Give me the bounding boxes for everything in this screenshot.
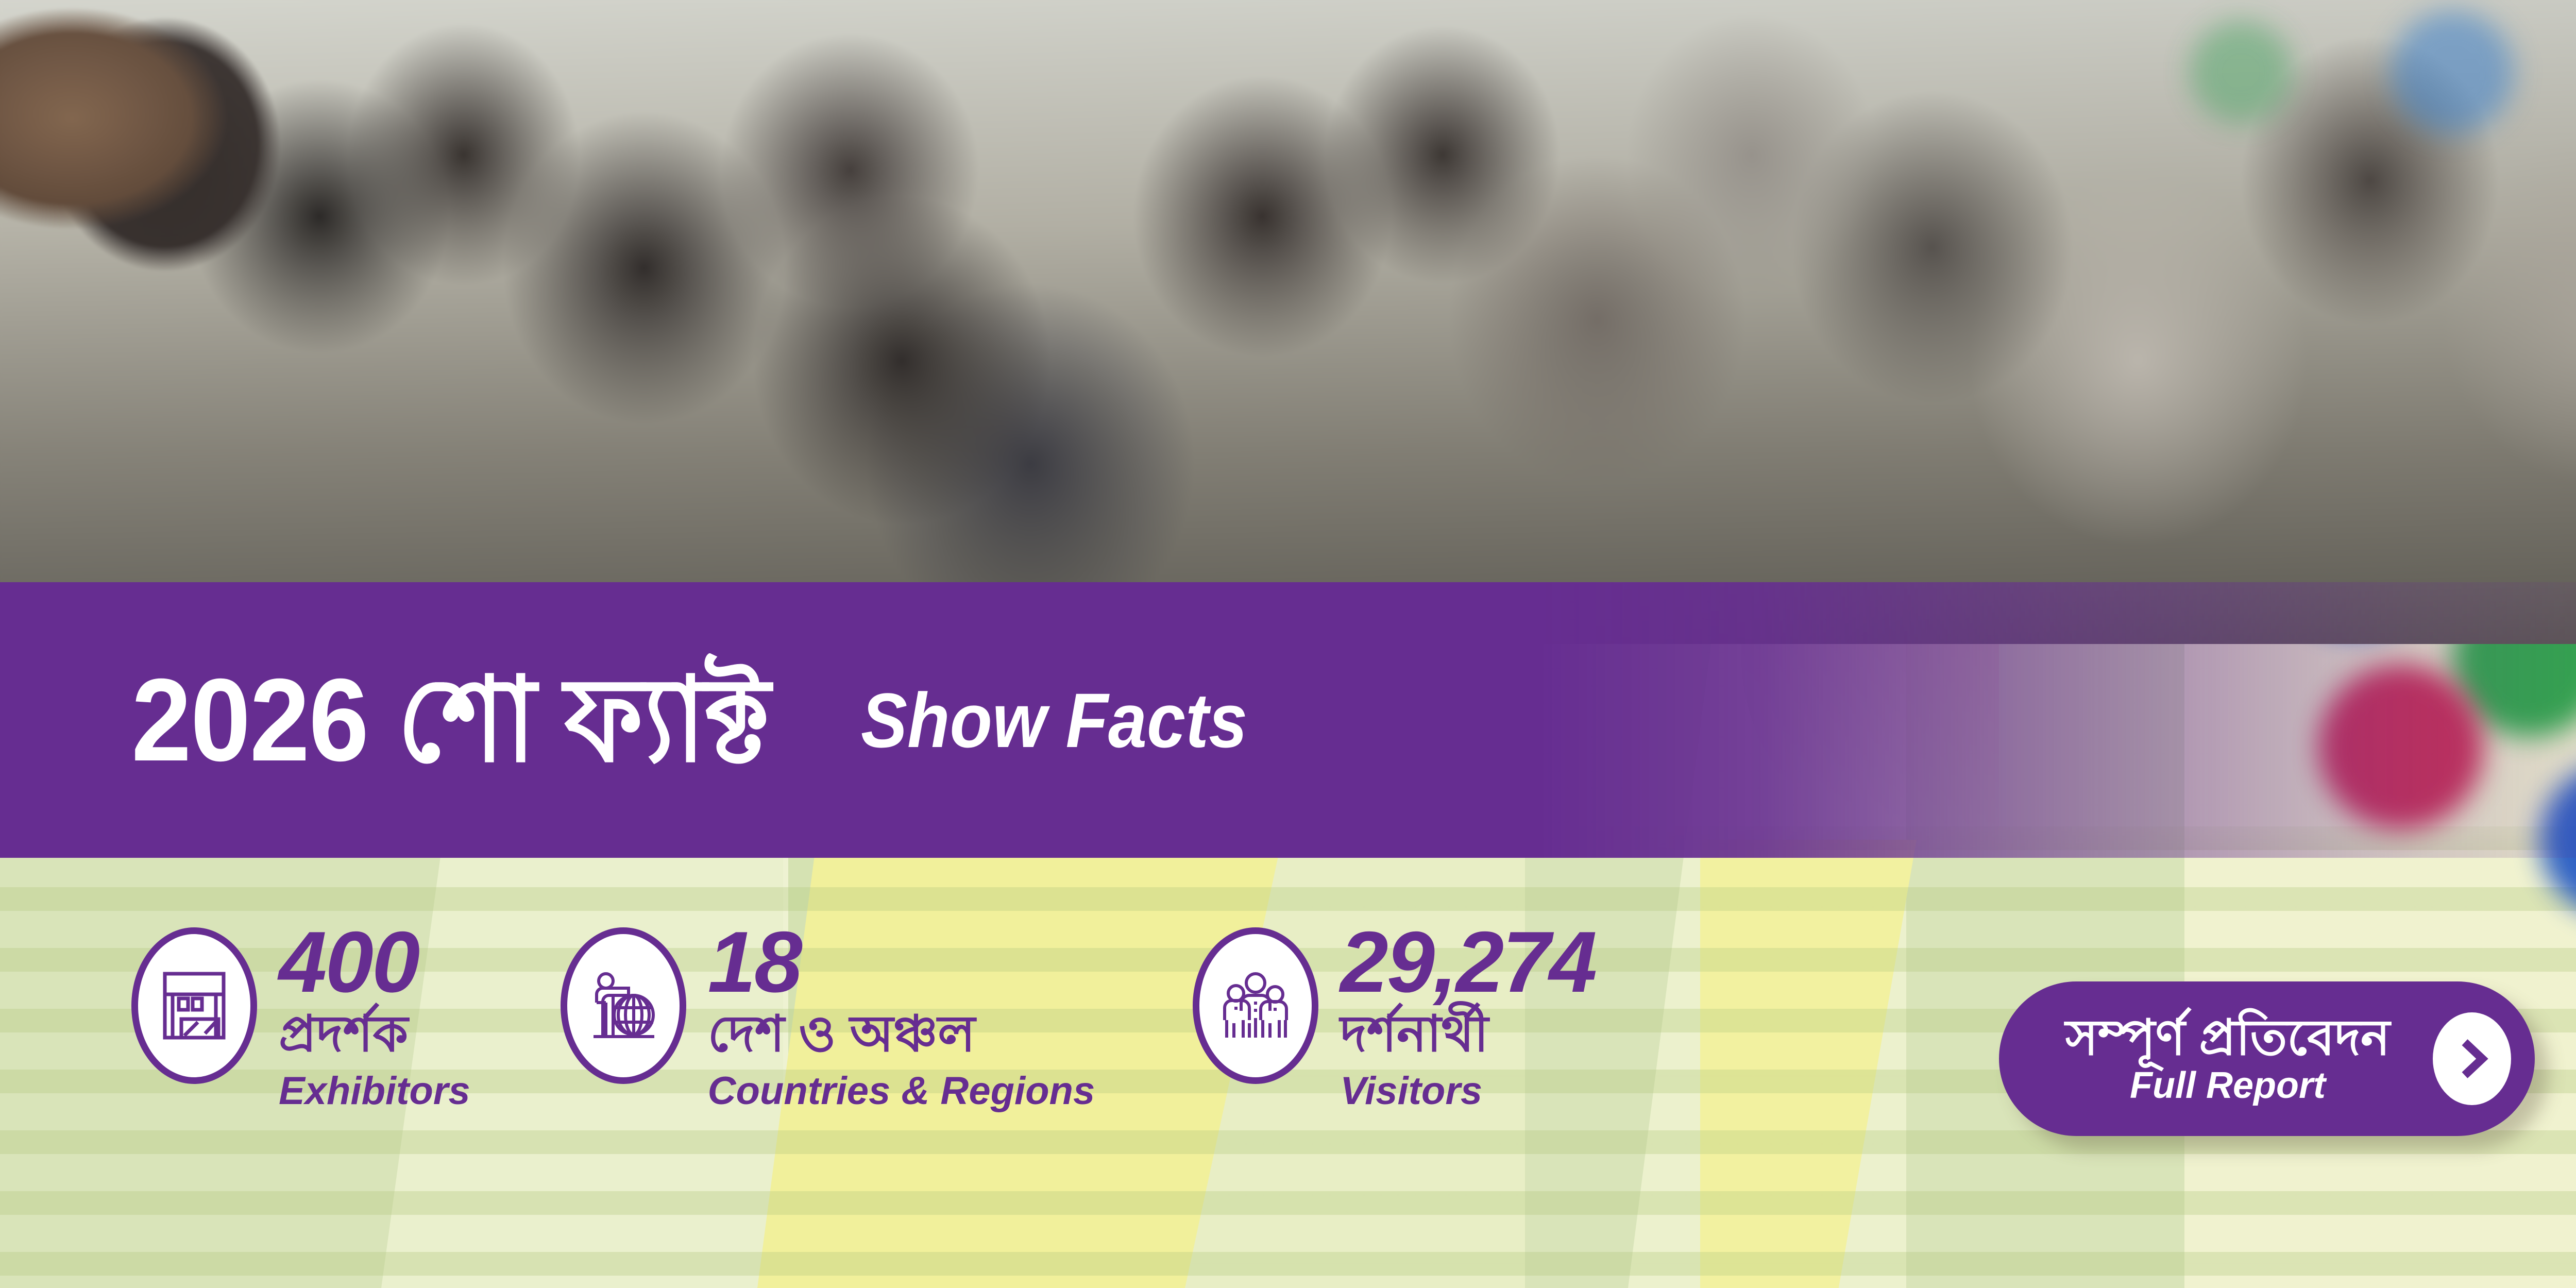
page-title-english: Show Facts — [860, 676, 1248, 764]
photo-color-dot-teal — [2391, 10, 2514, 134]
stat-visitors-text: 29,274 দর্শনার্থী Visitors — [1340, 913, 1597, 1114]
stat-countries-number: 18 — [707, 913, 803, 1010]
stat-countries-label-en: Countries & Regions — [707, 1069, 1095, 1113]
chevron-right-icon[interactable] — [2433, 1012, 2511, 1105]
full-report-button-text: সম্পূর্ণ প্রতিবেদন Full Report — [2035, 1011, 2420, 1107]
title-band: 2026 শো ফ্যাক্ট Show Facts — [0, 582, 2576, 858]
stat-exhibitors-number: 400 — [279, 913, 420, 1010]
full-report-label-en: Full Report — [2130, 1065, 2326, 1107]
exhibition-booth-icon — [131, 927, 257, 1084]
stat-visitors: 29,274 দর্শনার্থী Visitors — [1193, 913, 1597, 1114]
three-people-icon — [1193, 927, 1319, 1084]
photo-blur-overlay — [0, 0, 2576, 644]
stat-visitors-label-bn: দর্শনার্থী — [1340, 1005, 1489, 1062]
stat-exhibitors-label-bn: প্রদর্শক — [279, 1005, 409, 1062]
stat-exhibitors-label-en: Exhibitors — [279, 1069, 470, 1113]
page-title-bengali: 2026 শো ফ্যাক্ট — [131, 654, 770, 786]
full-report-button[interactable]: সম্পূর্ণ প্রতিবেদন Full Report — [1999, 981, 2535, 1136]
stat-countries-text: 18 দেশ ও অঞ্চল Countries & Regions — [707, 913, 1095, 1114]
photo-color-dot-green-top — [2190, 21, 2293, 124]
person-globe-icon — [560, 927, 686, 1084]
stat-countries-label-bn: দেশ ও অঞ্চল — [707, 1005, 975, 1062]
stat-visitors-label-en: Visitors — [1340, 1069, 1483, 1113]
stat-exhibitors: 400 প্রদর্শক Exhibitors — [131, 913, 470, 1114]
stat-visitors-number: 29,274 — [1340, 913, 1597, 1010]
stat-countries: 18 দেশ ও অঞ্চল Countries & Regions — [560, 913, 1095, 1114]
full-report-label-bn: সম্পূর্ণ প্রতিবেদন — [2065, 1010, 2391, 1065]
crowd-photo — [0, 0, 2576, 644]
stat-exhibitors-text: 400 প্রদর্শক Exhibitors — [279, 913, 470, 1114]
stats-row: 400 প্রদর্শক Exhibitors — [0, 913, 1958, 1211]
